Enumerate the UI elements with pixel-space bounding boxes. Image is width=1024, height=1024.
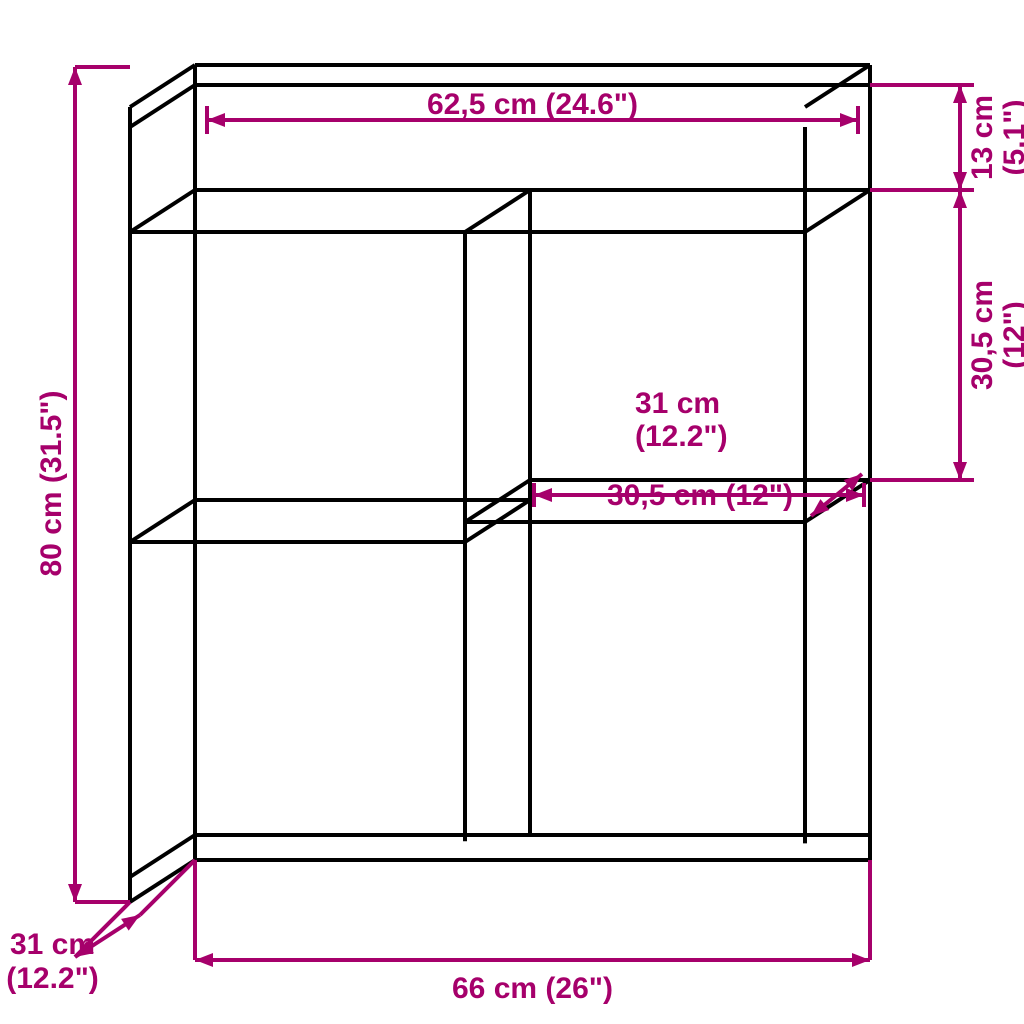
dim-top-slot: 13 cm [966, 95, 999, 180]
dim-inner-half-w: 30,5 cm (12") [607, 479, 793, 512]
dim-inner-depth-1: 31 cm [635, 387, 720, 420]
dim-top-slot-2: (5.1") [998, 100, 1024, 176]
dim-inner-width: 62,5 cm (24.6") [427, 88, 638, 121]
dim-mid-slot: 30,5 cm [966, 280, 999, 390]
dim-depth-base-1: 31 cm [10, 928, 95, 961]
dim-height-total: 80 cm (31.5") [35, 391, 68, 577]
dim-inner-depth-2: (12.2") [635, 420, 728, 453]
dim-depth-base-2: (12.2") [6, 962, 99, 995]
dimension-diagram: 80 cm (31.5")31 cm(12.2")66 cm (26")62,5… [0, 0, 1024, 1024]
dim-mid-slot-2: (12") [998, 301, 1024, 369]
dim-width-total: 66 cm (26") [452, 972, 613, 1005]
